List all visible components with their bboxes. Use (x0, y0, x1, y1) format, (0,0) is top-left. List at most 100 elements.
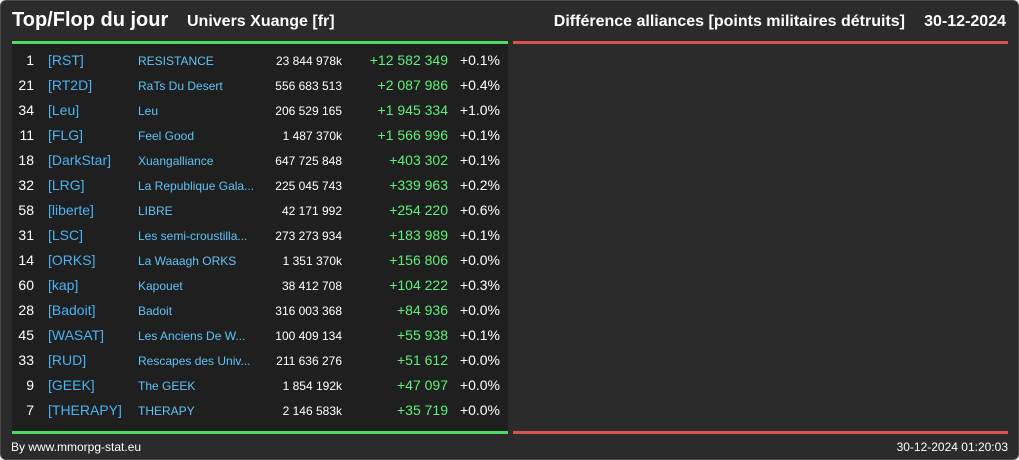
alliance-tag-link[interactable]: [RUD] (48, 352, 87, 368)
alliance-name-link[interactable]: Les Anciens De W... (138, 329, 246, 343)
table-row: 60 [kap] Kapouet 38 412 708 +104 222 +0.3% (12, 273, 508, 298)
alliance-name-link[interactable]: RESISTANCE (138, 54, 214, 68)
alliance-tag-link[interactable]: [liberte] (48, 202, 94, 218)
points-cell: 556 683 513 (275, 79, 342, 93)
percent-cell: +0.1% (459, 227, 500, 243)
percent-cell: +0.3% (459, 277, 500, 293)
rank-cell: 60 (18, 277, 34, 293)
rank-cell: 14 (18, 252, 34, 268)
page-title: Top/Flop du jour (12, 9, 169, 31)
alliance-name-link[interactable]: Xuangalliance (138, 154, 214, 168)
points-cell: 1 487 370k (282, 129, 342, 143)
alliance-name-link[interactable]: Les semi-croustilla... (138, 229, 248, 243)
diff-cell: +1 566 996 (377, 127, 448, 143)
percent-cell: +0.1% (459, 327, 500, 343)
rank-cell: 11 (19, 127, 34, 143)
alliance-name-link[interactable]: La Waaagh ORKS (138, 254, 237, 268)
table-row: 14 [ORKS] La Waaagh ORKS 1 351 370k +156 806… (12, 248, 508, 273)
points-cell: 206 529 165 (275, 104, 342, 118)
percent-cell: +0.1% (459, 127, 500, 143)
diff-cell: +1 945 334 (377, 102, 448, 118)
alliance-name-link[interactable]: Rescapes des Univ... (138, 354, 251, 368)
table-row: 32 [LRG] La Republique Gala... 225 045 743 +… (12, 173, 508, 198)
flop-panel (513, 44, 1008, 431)
points-cell: 316 003 368 (275, 304, 342, 318)
points-cell: 1 351 370k (282, 254, 342, 268)
diff-cell: +51 612 (397, 352, 448, 368)
alliance-name-link[interactable]: Feel Good (138, 129, 195, 143)
percent-cell: +0.0% (459, 302, 500, 318)
points-cell: 23 844 978k (275, 54, 342, 68)
points-cell: 1 854 192k (282, 379, 342, 393)
table-row: 33 [RUD] Rescapes des Univ... 211 636 276 +5… (12, 348, 508, 373)
table-row: 28 [Badoit] Badoit 316 003 368 +84 936 +0.0% (12, 298, 508, 323)
percent-cell: +1.0% (459, 102, 500, 118)
rank-cell: 21 (18, 77, 34, 93)
diff-cell: +339 963 (389, 177, 448, 193)
percent-cell: +0.1% (459, 152, 500, 168)
top-divider-red (513, 41, 1008, 44)
alliance-tag-link[interactable]: [kap] (48, 277, 79, 293)
alliance-tag-link[interactable]: [Badoit] (48, 302, 96, 318)
rank-cell: 32 (18, 177, 34, 193)
alliance-tag-link[interactable]: [THERAPY] (48, 402, 122, 418)
percent-cell: +0.2% (459, 177, 500, 193)
alliance-name-link[interactable]: THERAPY (138, 404, 195, 418)
rank-cell: 34 (18, 102, 34, 118)
alliance-name-link[interactable]: Leu (138, 104, 159, 118)
rank-cell: 1 (26, 52, 34, 68)
alliance-name-link[interactable]: LIBRE (138, 204, 173, 218)
percent-cell: +0.0% (459, 377, 500, 393)
points-cell: 211 636 276 (276, 354, 342, 368)
timestamp: 30-12-2024 01:20:03 (896, 440, 1008, 454)
bottom-divider-red (513, 431, 1008, 434)
alliance-name-link[interactable]: RaTs Du Desert (138, 79, 223, 93)
date-label: 30-12-2024 (924, 13, 1006, 30)
points-cell: 273 273 934 (275, 229, 342, 243)
alliance-tag-link[interactable]: [Leu] (48, 102, 80, 118)
rank-cell: 9 (26, 377, 34, 393)
alliance-name-link[interactable]: The GEEK (138, 379, 196, 393)
alliance-tag-link[interactable]: [LRG] (48, 177, 85, 193)
alliance-tag-link[interactable]: [WASAT] (48, 327, 104, 343)
table-row: 11 [FLG] Feel Good 1 487 370k +1 566 996 +0.1… (12, 123, 508, 148)
top-panel (12, 44, 508, 431)
diff-cell: +156 806 (389, 252, 448, 268)
table-row: 18 [DarkStar] Xuangalliance 647 725 848 +403… (12, 148, 508, 173)
rank-cell: 7 (26, 402, 34, 418)
alliance-tag-link[interactable]: [LSC] (48, 227, 84, 243)
points-cell: 225 045 743 (275, 179, 342, 193)
top-list: 1 [RST] RESISTANCE 23 844 978k +12 582 349 +0… (12, 48, 508, 423)
table-row: 7 [THERAPY] THERAPY 2 146 583k +35 719 +0.0% (12, 398, 508, 423)
rank-cell: 45 (18, 327, 34, 343)
diff-cell: +254 220 (389, 202, 448, 218)
alliance-name-link[interactable]: La Republique Gala... (138, 179, 255, 193)
rank-cell: 33 (18, 352, 34, 368)
points-cell: 100 409 134 (275, 329, 342, 343)
alliance-tag-link[interactable]: [ORKS] (48, 252, 96, 268)
points-cell: 647 725 848 (275, 154, 342, 168)
alliance-name-link[interactable]: Badoit (138, 304, 173, 318)
diff-cell: +84 936 (397, 302, 448, 318)
diff-cell: +55 938 (397, 327, 448, 343)
percent-cell: +0.0% (459, 402, 500, 418)
rank-cell: 31 (18, 227, 34, 243)
rank-cell: 18 (18, 152, 34, 168)
alliance-tag-link[interactable]: [GEEK] (48, 377, 95, 393)
alliance-tag-link[interactable]: [RST] (48, 52, 84, 68)
percent-cell: +0.6% (459, 202, 500, 218)
alliance-tag-link[interactable]: [DarkStar] (48, 152, 112, 168)
source-link[interactable]: By www.mmorpg-stat.eu (11, 440, 142, 454)
top-divider-green (12, 41, 508, 44)
diff-cell: +104 222 (389, 277, 448, 293)
alliance-tag-link[interactable]: [FLG] (48, 127, 84, 143)
diff-cell: +403 302 (389, 152, 448, 168)
universe-label: Univers Xuange [fr] (187, 13, 335, 30)
alliance-tag-link[interactable]: [RT2D] (48, 77, 93, 93)
table-row: 45 [WASAT] Les Anciens De W... 100 409 134 +… (12, 323, 508, 348)
points-cell: 38 412 708 (281, 279, 342, 293)
diff-cell: +35 719 (397, 402, 448, 418)
diff-cell: +183 989 (389, 227, 448, 243)
alliance-name-link[interactable]: Kapouet (138, 279, 183, 293)
